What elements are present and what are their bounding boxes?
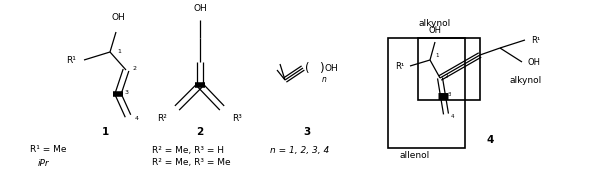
Text: 1: 1 (101, 127, 108, 137)
Text: 2: 2 (196, 127, 203, 137)
Text: ): ) (319, 61, 324, 75)
Text: alkynol: alkynol (419, 19, 451, 28)
Text: R³: R³ (232, 114, 242, 123)
Text: OH: OH (429, 26, 441, 35)
Text: (: ( (305, 61, 309, 75)
Text: R² = Me, R³ = Me: R² = Me, R³ = Me (152, 159, 231, 167)
Bar (388, 38, 465, 148)
Text: 1: 1 (435, 53, 438, 58)
Text: OH: OH (528, 58, 541, 66)
Text: R¹: R¹ (66, 56, 76, 65)
Text: R¹: R¹ (531, 36, 540, 45)
Text: 2: 2 (133, 65, 137, 70)
Text: OH: OH (325, 63, 339, 73)
Text: 4: 4 (135, 115, 139, 120)
Text: R²: R² (157, 114, 167, 123)
Text: 4: 4 (451, 114, 455, 119)
Text: OH: OH (193, 4, 207, 13)
Text: R¹: R¹ (395, 61, 404, 70)
Text: 1: 1 (117, 49, 121, 54)
Text: R¹ = Me: R¹ = Me (30, 145, 66, 154)
Text: n: n (322, 75, 327, 84)
Text: allenol: allenol (400, 151, 430, 160)
Text: 2: 2 (445, 73, 448, 78)
Text: 3: 3 (448, 92, 452, 97)
Text: 4: 4 (486, 135, 494, 145)
Text: alkynol: alkynol (510, 75, 542, 85)
Text: n = 1, 2, 3, 4: n = 1, 2, 3, 4 (270, 145, 329, 154)
Text: 3: 3 (303, 127, 311, 137)
Text: R² = Me, R³ = H: R² = Me, R³ = H (152, 145, 224, 154)
Text: OH: OH (111, 13, 125, 22)
Text: 3: 3 (125, 90, 129, 95)
Bar (418, 38, 480, 100)
Text: iPr: iPr (38, 159, 49, 167)
